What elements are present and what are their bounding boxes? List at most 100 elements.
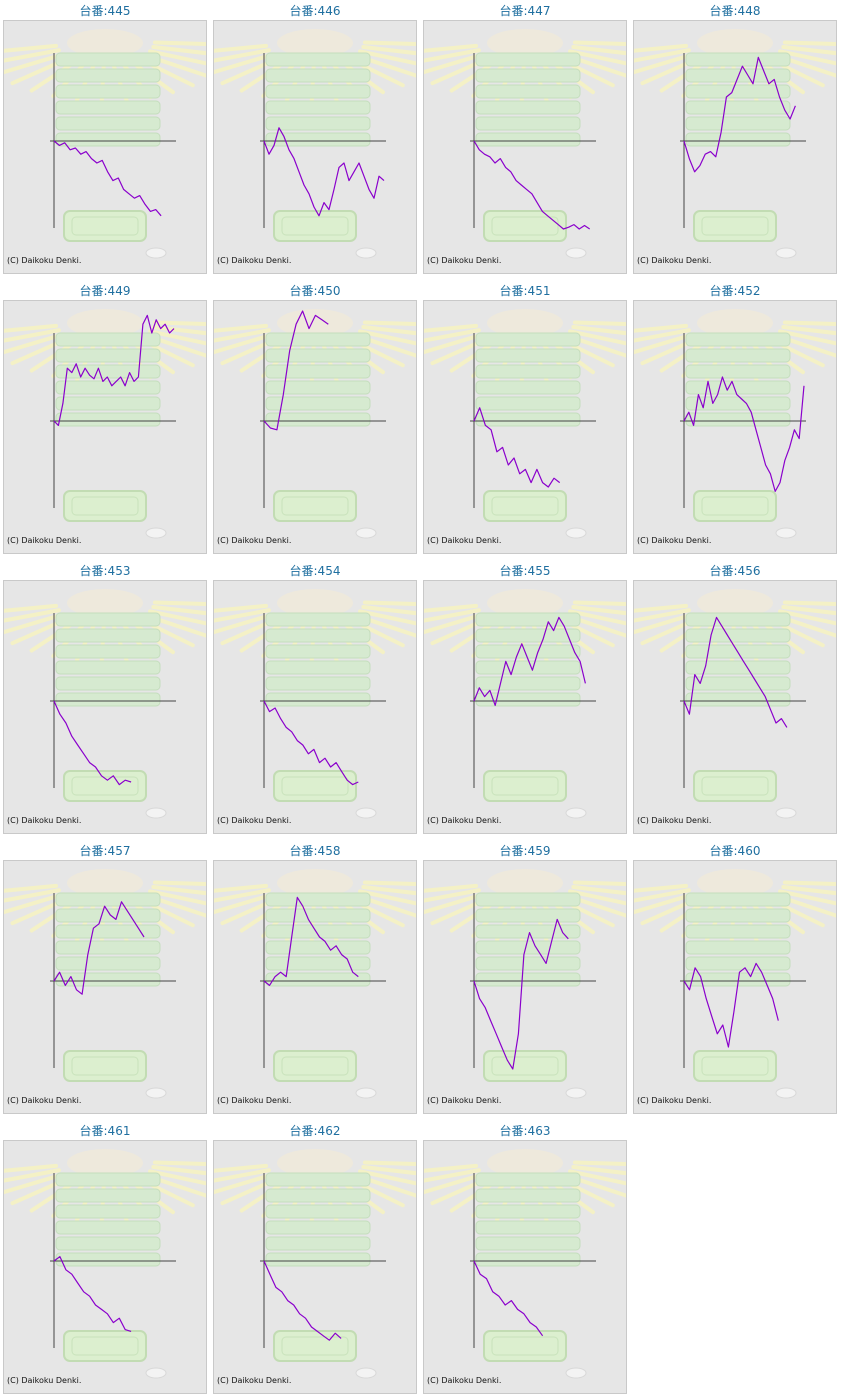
background-illustration [634, 589, 836, 819]
background-illustration [214, 1149, 416, 1379]
copyright-text: (C) Daikoku Denki. [427, 256, 502, 265]
chart-cell: 台番:460 (C) Daikoku Denki. [630, 840, 840, 1119]
series-line [473, 140, 591, 230]
slump-graph: (C) Daikoku Denki. [423, 300, 627, 554]
graph-svg [634, 29, 836, 259]
slump-graph: (C) Daikoku Denki. [633, 860, 837, 1114]
copyright-text: (C) Daikoku Denki. [217, 1096, 292, 1105]
chart-cell: 台番:449 (C) Daikoku Denki. [0, 280, 210, 559]
copyright-text: (C) Daikoku Denki. [217, 536, 292, 545]
machine-number-title[interactable]: 台番:447 [499, 4, 551, 18]
background-illustration [214, 869, 416, 1099]
slump-graph: (C) Daikoku Denki. [633, 20, 837, 274]
slump-graph: (C) Daikoku Denki. [3, 20, 207, 274]
machine-number-title[interactable]: 台番:445 [79, 4, 131, 18]
machine-number-title[interactable]: 台番:453 [79, 564, 131, 578]
chart-cell: 台番:448 (C) Daikoku Denki. [630, 0, 840, 279]
machine-number-title[interactable]: 台番:461 [79, 1124, 131, 1138]
graph-svg [214, 869, 416, 1099]
graph-svg [214, 309, 416, 539]
chart-cell: 台番:451 (C) Daikoku Denki. [420, 280, 630, 559]
chart-cell: 台番:462 (C) Daikoku Denki. [210, 1120, 420, 1399]
copyright-text: (C) Daikoku Denki. [427, 1096, 502, 1105]
machine-number-title[interactable]: 台番:452 [709, 284, 761, 298]
background-illustration [214, 309, 416, 539]
slump-graph: (C) Daikoku Denki. [423, 1140, 627, 1394]
chart-cell: 台番:450 (C) Daikoku Denki. [210, 280, 420, 559]
machine-number-title[interactable]: 台番:446 [289, 4, 341, 18]
copyright-text: (C) Daikoku Denki. [427, 536, 502, 545]
graph-svg [634, 869, 836, 1099]
series-line [53, 140, 162, 217]
slump-graph: (C) Daikoku Denki. [3, 580, 207, 834]
graph-svg [4, 309, 206, 539]
copyright-text: (C) Daikoku Denki. [427, 1376, 502, 1385]
background-illustration [634, 309, 836, 539]
graph-svg [4, 1149, 206, 1379]
copyright-text: (C) Daikoku Denki. [7, 256, 82, 265]
machine-number-title[interactable]: 台番:455 [499, 564, 551, 578]
machine-number-title[interactable]: 台番:463 [499, 1124, 551, 1138]
slump-graph: (C) Daikoku Denki. [633, 580, 837, 834]
background-illustration [4, 869, 206, 1099]
chart-cell: 台番:445 (C) Daikoku Denki. [0, 0, 210, 279]
copyright-text: (C) Daikoku Denki. [427, 816, 502, 825]
background-illustration [424, 309, 626, 539]
series-line [263, 700, 359, 786]
graph-svg [4, 29, 206, 259]
series-line [473, 918, 569, 1070]
machine-number-title[interactable]: 台番:451 [499, 284, 551, 298]
copyright-text: (C) Daikoku Denki. [217, 256, 292, 265]
machine-number-title[interactable]: 台番:458 [289, 844, 341, 858]
background-illustration [634, 869, 836, 1099]
chart-cell: 台番:457 (C) Daikoku Denki. [0, 840, 210, 1119]
slump-graph: (C) Daikoku Denki. [3, 860, 207, 1114]
copyright-text: (C) Daikoku Denki. [7, 1376, 82, 1385]
machine-number-title[interactable]: 台番:449 [79, 284, 131, 298]
series-line [53, 1255, 132, 1332]
background-illustration [424, 589, 626, 819]
copyright-text: (C) Daikoku Denki. [217, 1376, 292, 1385]
machine-number-title[interactable]: 台番:450 [289, 284, 341, 298]
chart-cell: 台番:463 (C) Daikoku Denki. [420, 1120, 630, 1399]
graph-svg [634, 309, 836, 539]
machine-number-title[interactable]: 台番:454 [289, 564, 341, 578]
copyright-text: (C) Daikoku Denki. [637, 816, 712, 825]
slump-graph: (C) Daikoku Denki. [213, 580, 417, 834]
slump-graph: (C) Daikoku Denki. [423, 20, 627, 274]
background-illustration [214, 589, 416, 819]
machine-number-title[interactable]: 台番:462 [289, 1124, 341, 1138]
copyright-text: (C) Daikoku Denki. [7, 1096, 82, 1105]
machine-number-title[interactable]: 台番:460 [709, 844, 761, 858]
slump-graph: (C) Daikoku Denki. [213, 1140, 417, 1394]
series-line [53, 314, 175, 427]
slump-graph: (C) Daikoku Denki. [213, 300, 417, 554]
graph-svg [214, 29, 416, 259]
slump-graph: (C) Daikoku Denki. [423, 860, 627, 1114]
machine-number-title[interactable]: 台番:457 [79, 844, 131, 858]
slump-graph: (C) Daikoku Denki. [213, 20, 417, 274]
series-line [683, 962, 779, 1048]
graph-svg [424, 29, 626, 259]
series-line [263, 896, 359, 987]
series-line [53, 700, 132, 786]
series-line [683, 376, 805, 492]
slump-graph: (C) Daikoku Denki. [633, 300, 837, 554]
slump-graph: (C) Daikoku Denki. [3, 1140, 207, 1394]
chart-cell: 台番:454 (C) Daikoku Denki. [210, 560, 420, 839]
background-illustration [4, 1149, 206, 1379]
machine-number-title[interactable]: 台番:459 [499, 844, 551, 858]
copyright-text: (C) Daikoku Denki. [7, 536, 82, 545]
background-illustration [634, 29, 836, 259]
machine-number-title[interactable]: 台番:456 [709, 564, 761, 578]
series-line [263, 310, 329, 431]
machine-number-title[interactable]: 台番:448 [709, 4, 761, 18]
series-line [263, 1260, 342, 1341]
copyright-text: (C) Daikoku Denki. [217, 816, 292, 825]
copyright-text: (C) Daikoku Denki. [637, 1096, 712, 1105]
copyright-text: (C) Daikoku Denki. [637, 536, 712, 545]
graph-svg [424, 869, 626, 1099]
background-illustration [214, 29, 416, 259]
background-illustration [4, 589, 206, 819]
chart-cell: 台番:453 (C) Daikoku Denki. [0, 560, 210, 839]
